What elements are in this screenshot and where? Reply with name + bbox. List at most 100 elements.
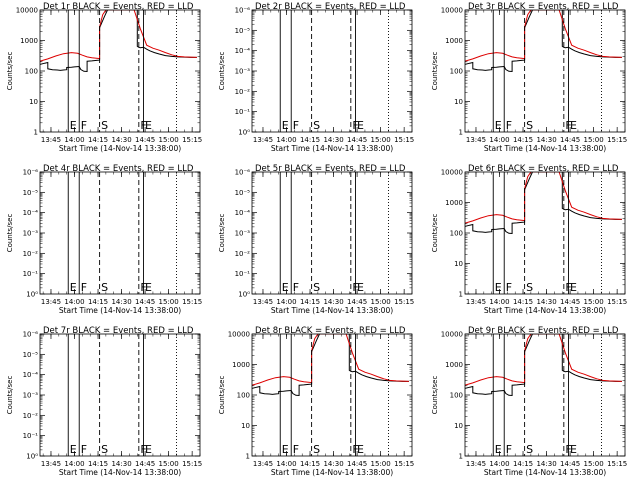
- plot-area: [465, 334, 622, 397]
- x-tick-label: 13:45: [253, 298, 273, 306]
- y-tick-label: 10⁻⁵: [23, 189, 39, 197]
- y-tick-label: 1000: [232, 361, 250, 369]
- y-tick-label: 10⁻²: [235, 250, 251, 258]
- y-tick-label: 10⁻¹: [235, 108, 251, 116]
- x-tick-label: 14:15: [300, 136, 320, 144]
- marker-label: S: [526, 281, 533, 294]
- y-tick-label: 10⁻⁴: [235, 47, 251, 55]
- x-tick-label: 14:45: [560, 136, 580, 144]
- marker-label: S: [313, 281, 320, 294]
- marker-label: E: [570, 281, 577, 294]
- x-tick-label: 14:15: [88, 298, 108, 306]
- panel-1: Det 1r BLACK = Events, RED = LLD 1 10 100 10…: [6, 2, 202, 153]
- panel-title: Det 3r BLACK = Events, RED = LLD: [468, 2, 619, 12]
- panel-title: Det 1r BLACK = Events, RED = LLD: [43, 2, 194, 12]
- y-axis-label: Counts/sec: [431, 52, 439, 91]
- x-tick-label: 15:15: [182, 136, 202, 144]
- x-tick-label: 15:15: [394, 460, 414, 468]
- y-tick-label: 10⁰: [26, 453, 38, 461]
- series-lld: [40, 10, 197, 62]
- y-tick-label: 10⁻²: [23, 412, 39, 420]
- y-tick-label: 10⁻¹: [23, 270, 39, 278]
- marker-label: F: [293, 119, 299, 132]
- marker-label: S: [526, 443, 533, 456]
- y-axis-label: Counts/sec: [6, 52, 14, 91]
- y-tick-label: 10⁻⁶: [235, 169, 251, 177]
- y-axis-label: Counts/sec: [431, 376, 439, 415]
- series-lld: [252, 334, 409, 386]
- x-tick-label: 15:00: [159, 460, 179, 468]
- x-tick-label: 14:00: [276, 460, 296, 468]
- x-tick-label: 15:00: [159, 298, 179, 306]
- y-axis-label: Counts/sec: [218, 376, 226, 415]
- x-tick-label: 13:45: [466, 460, 486, 468]
- panel-frame: [39, 171, 201, 295]
- y-tick-label: 10000: [16, 7, 38, 15]
- marker-label: F: [506, 443, 512, 456]
- plot-area: [40, 10, 197, 73]
- y-axis-label: Counts/sec: [218, 52, 226, 91]
- panel-frame: [464, 333, 626, 457]
- x-tick-label: 14:45: [347, 460, 367, 468]
- x-tick-label: 13:45: [466, 298, 486, 306]
- marker-label: F: [506, 281, 512, 294]
- x-tick-label: 15:15: [607, 298, 627, 306]
- plot-area: [465, 172, 622, 235]
- panel-frame: [251, 9, 413, 133]
- y-tick-label: 100: [237, 392, 250, 400]
- x-tick-label: 15:15: [182, 298, 202, 306]
- y-tick-label: 1000: [445, 199, 463, 207]
- marker-label: F: [506, 119, 512, 132]
- x-tick-label: 14:00: [64, 460, 84, 468]
- x-tick-label: 15:15: [607, 136, 627, 144]
- y-tick-label: 1: [459, 453, 463, 461]
- x-axis-label: Start Time (14-Nov-14 13:38:00): [59, 306, 181, 315]
- x-tick-label: 14:45: [560, 460, 580, 468]
- panel-frame: [464, 9, 626, 133]
- x-tick-label: 14:45: [347, 136, 367, 144]
- x-tick-label: 14:30: [536, 298, 556, 306]
- marker-label: E: [357, 443, 364, 456]
- series-lld: [465, 10, 622, 62]
- panel-title: Det 4r BLACK = Events, RED = LLD: [43, 164, 194, 174]
- x-tick-label: 14:30: [111, 298, 131, 306]
- x-tick-label: 14:00: [276, 136, 296, 144]
- marker-label: E: [495, 281, 502, 294]
- marker-label: E: [282, 443, 289, 456]
- y-tick-label: 1000: [445, 361, 463, 369]
- y-tick-label: 10⁰: [238, 291, 250, 299]
- x-tick-label: 14:15: [513, 460, 533, 468]
- y-axis-label: Counts/sec: [218, 214, 226, 253]
- marker-label: E: [145, 443, 152, 456]
- x-tick-label: 14:45: [560, 298, 580, 306]
- x-tick-label: 15:15: [394, 136, 414, 144]
- marker-label: S: [101, 281, 108, 294]
- y-tick-label: 10⁻³: [23, 392, 39, 400]
- series-events: [465, 172, 622, 235]
- y-tick-label: 100: [450, 392, 463, 400]
- y-tick-label: 10⁻⁶: [23, 169, 39, 177]
- x-tick-label: 14:30: [536, 460, 556, 468]
- marker-label: E: [70, 119, 77, 132]
- y-tick-label: 10⁻³: [235, 230, 251, 238]
- marker-label: E: [357, 281, 364, 294]
- series-events: [465, 10, 622, 73]
- y-tick-label: 10⁻¹: [235, 270, 251, 278]
- x-tick-label: 14:30: [323, 460, 343, 468]
- panel-9: Det 9r BLACK = Events, RED = LLD 1 10 100 10…: [431, 326, 627, 477]
- panel-title: Det 2r BLACK = Events, RED = LLD: [255, 2, 406, 12]
- y-tick-label: 10: [454, 260, 463, 268]
- y-tick-label: 10⁻⁵: [23, 351, 39, 359]
- marker-label: E: [357, 119, 364, 132]
- panel-title: Det 8r BLACK = Events, RED = LLD: [255, 326, 406, 336]
- y-tick-label: 10000: [228, 331, 250, 339]
- y-tick-label: 10000: [441, 169, 463, 177]
- plot-area: [465, 10, 622, 73]
- x-tick-label: 14:00: [276, 298, 296, 306]
- y-tick-label: 10⁰: [238, 129, 250, 137]
- x-tick-label: 14:30: [536, 136, 556, 144]
- y-axis-label: Counts/sec: [6, 376, 14, 415]
- series-events: [40, 10, 197, 73]
- marker-label: E: [70, 281, 77, 294]
- y-tick-label: 100: [450, 68, 463, 76]
